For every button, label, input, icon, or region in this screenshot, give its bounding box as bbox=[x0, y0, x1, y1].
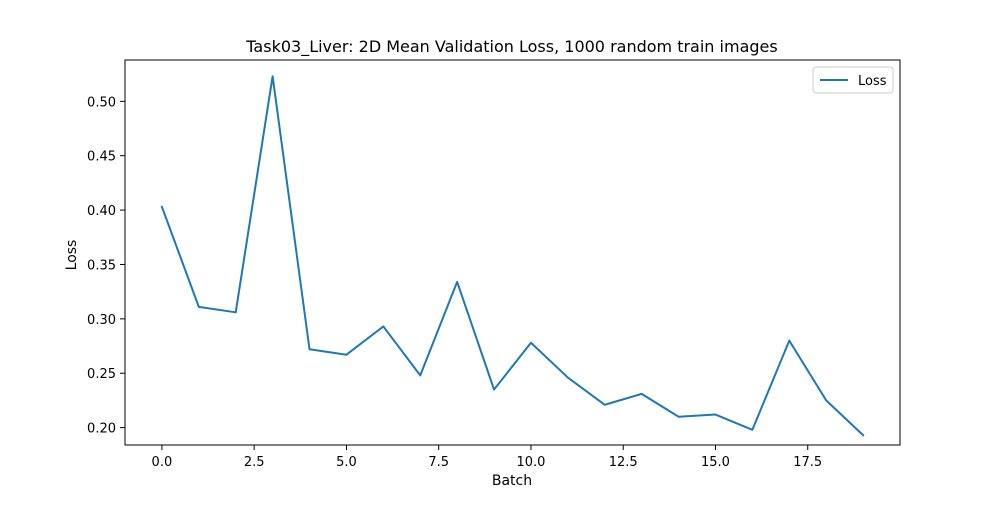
legend-box bbox=[812, 66, 894, 94]
y-tick-label: 0.45 bbox=[87, 150, 116, 165]
y-tick-label: 0.30 bbox=[87, 313, 116, 328]
plot-frame bbox=[124, 59, 901, 446]
x-tick-label: 15.0 bbox=[701, 455, 730, 470]
y-tick-label: 0.25 bbox=[87, 367, 116, 382]
x-axis: 0.0 2.5 5.0 7.5 10.0 12.5 15.0 17.5 bbox=[152, 445, 822, 470]
x-tick-label: 10.0 bbox=[516, 455, 545, 470]
plot-area bbox=[125, 60, 900, 445]
x-tick-label: 0.0 bbox=[152, 455, 173, 470]
series-layer bbox=[160, 75, 865, 437]
x-tick-label: 7.5 bbox=[428, 455, 449, 470]
x-tick-label: 5.0 bbox=[336, 455, 357, 470]
y-tick-label: 0.20 bbox=[87, 422, 116, 437]
y-axis-label: Loss bbox=[64, 240, 80, 271]
legend: Loss bbox=[812, 66, 894, 94]
series-line-loss bbox=[160, 75, 865, 437]
x-tick-label: 12.5 bbox=[609, 455, 638, 470]
x-axis-label: Batch bbox=[492, 473, 532, 489]
legend-label-loss: Loss bbox=[858, 74, 887, 89]
y-tick-label: 0.40 bbox=[87, 204, 116, 219]
x-tick-label: 2.5 bbox=[244, 455, 265, 470]
y-tick-label: 0.35 bbox=[87, 258, 116, 273]
y-tick-label: 0.50 bbox=[87, 95, 116, 110]
chart-title: Task03_Liver: 2D Mean Validation Loss, 1… bbox=[245, 37, 777, 57]
y-axis: 0.20 0.25 0.30 0.35 0.40 0.45 0.50 bbox=[87, 95, 125, 437]
x-tick-label: 17.5 bbox=[793, 455, 822, 470]
